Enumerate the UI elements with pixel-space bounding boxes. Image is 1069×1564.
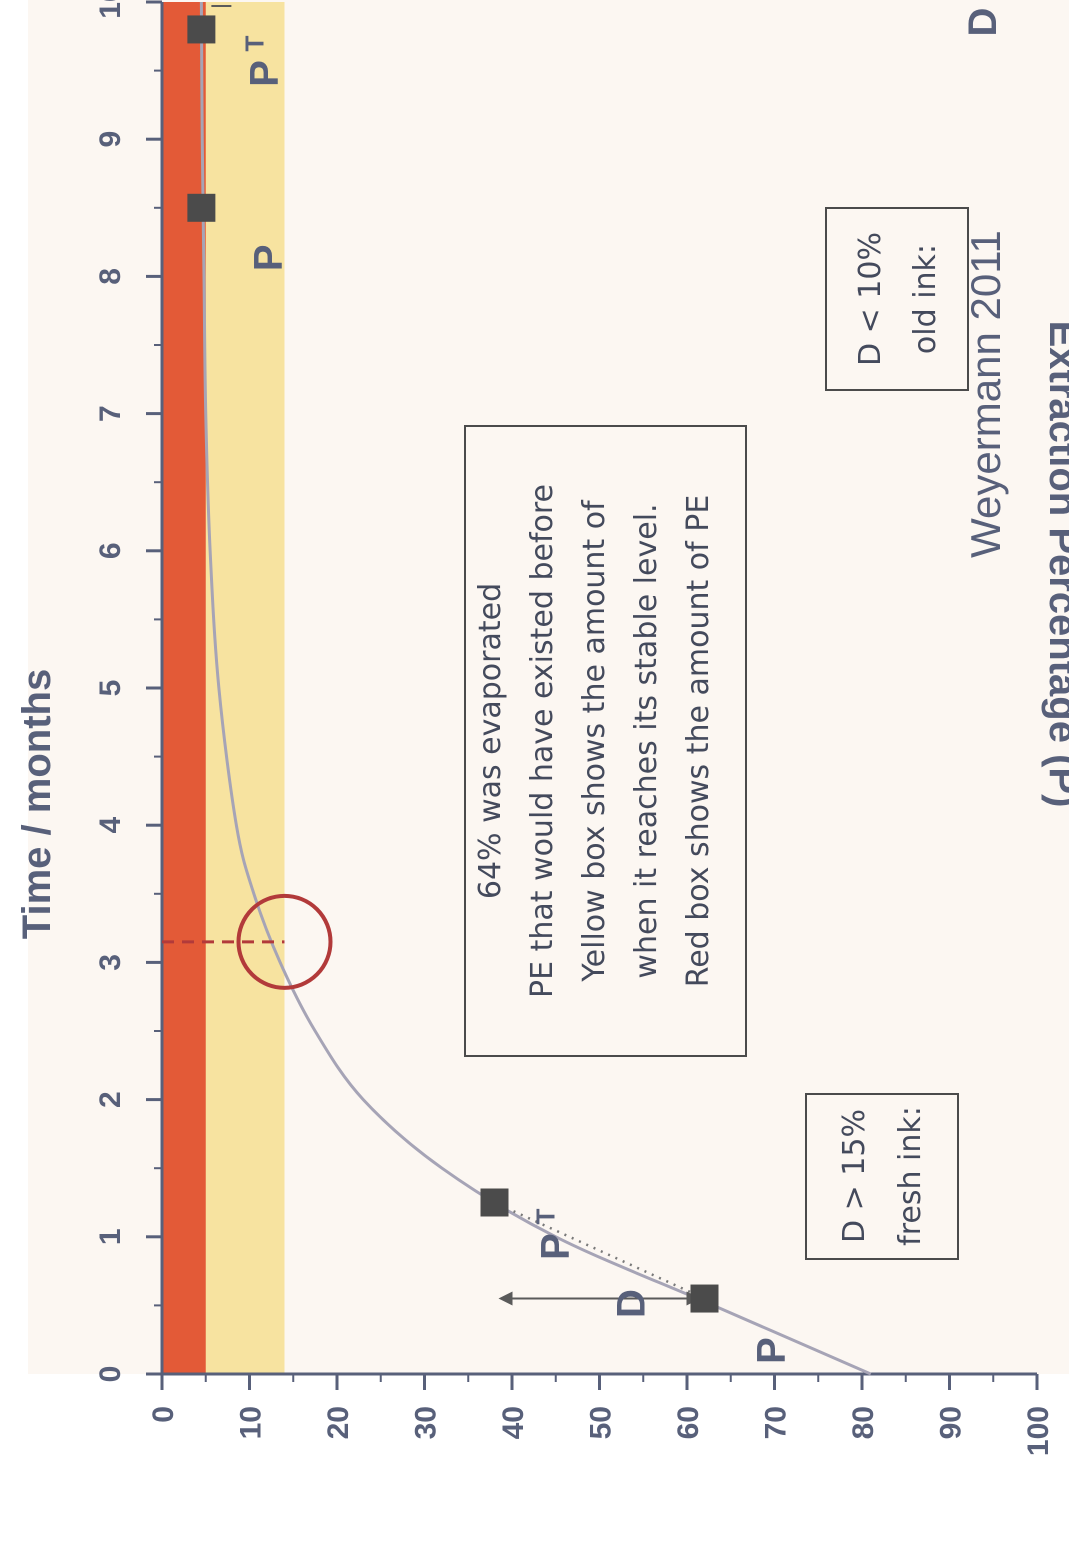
x-axis: 0 1 2 3 4 5 6 7 8 9 10	[94, 0, 164, 1383]
x-tick-label: 2	[94, 1091, 127, 1108]
y-tick-label: 0	[147, 1406, 180, 1423]
y-tick-label: 80	[847, 1406, 880, 1439]
fresh-d-arrowhead	[498, 1291, 513, 1306]
data-point	[690, 1284, 719, 1313]
x-tick-label: 3	[94, 954, 127, 971]
point-label: P	[242, 60, 286, 87]
x-tick-label: 4	[94, 817, 127, 834]
y-axis-label: Extraction Percentage (P)	[1041, 321, 1069, 808]
y-tick-label: 40	[497, 1406, 530, 1439]
center-note-line-5: 64% was evaporated	[473, 583, 508, 899]
x-axis-label: Time / months	[15, 669, 59, 939]
fresh-d-label: D	[610, 1289, 654, 1318]
band-red	[162, 2, 206, 1374]
data-point	[480, 1188, 509, 1217]
x-tick-label: 9	[94, 131, 127, 148]
old-ink-line-1: old ink:	[908, 244, 943, 354]
fresh-ink-line-1: fresh ink:	[893, 1106, 928, 1246]
y-tick-label: 20	[322, 1406, 355, 1439]
x-tick-label: 0	[94, 1366, 127, 1383]
x-tick-label: 1	[94, 1228, 127, 1245]
center-note-line-4: PE that would have existed before	[525, 484, 560, 998]
y-tick-label: 50	[585, 1406, 618, 1439]
plot-panel	[28, 0, 1069, 1374]
point-label: P	[246, 244, 290, 271]
center-note-box: Red box shows the amount of PE when it r…	[464, 425, 747, 1057]
y-tick-label: 10	[235, 1406, 268, 1439]
fresh-connector	[493, 1201, 706, 1300]
old-ink-line-2: D < 10%	[853, 232, 888, 366]
old-ink-box: old ink: D < 10%	[825, 207, 969, 391]
x-tick-label: 5	[94, 680, 127, 697]
x-tick-label: 10	[94, 0, 127, 19]
point-label-subscript: T	[239, 35, 269, 51]
x-tick-label: 8	[94, 268, 127, 285]
point-label: P	[534, 1233, 578, 1260]
y-tick-label: 30	[410, 1406, 443, 1439]
point-label: P	[750, 1337, 794, 1364]
data-point	[187, 15, 216, 44]
fresh-ink-box: fresh ink: D > 15%	[805, 1093, 959, 1260]
y-axis: 0 10 20 30 40 50 60 70 80 90 100	[147, 1372, 1055, 1456]
center-note-line-2: when it reaches its stable level.	[629, 503, 664, 978]
x-tick-label: 7	[94, 405, 127, 422]
y-tick-label: 100	[1022, 1406, 1055, 1456]
center-note-line-3: Yellow box shows the amount of	[577, 499, 612, 983]
point-label-subscript: T	[531, 1209, 561, 1225]
y-tick-label: 90	[935, 1406, 968, 1439]
decay-curve	[199, 1, 872, 1376]
center-note-line-1: Red box shows the amount of PE	[681, 495, 716, 988]
data-point	[187, 193, 216, 222]
y-tick-label: 60	[672, 1406, 705, 1439]
x-tick-label: 6	[94, 542, 127, 559]
old-d-label: D	[961, 8, 1005, 37]
marker-circle	[236, 893, 333, 990]
fresh-ink-line-2: D > 15%	[837, 1109, 872, 1243]
chart-title: Weyermann 2011	[962, 230, 1009, 558]
y-tick-label: 70	[760, 1406, 793, 1439]
